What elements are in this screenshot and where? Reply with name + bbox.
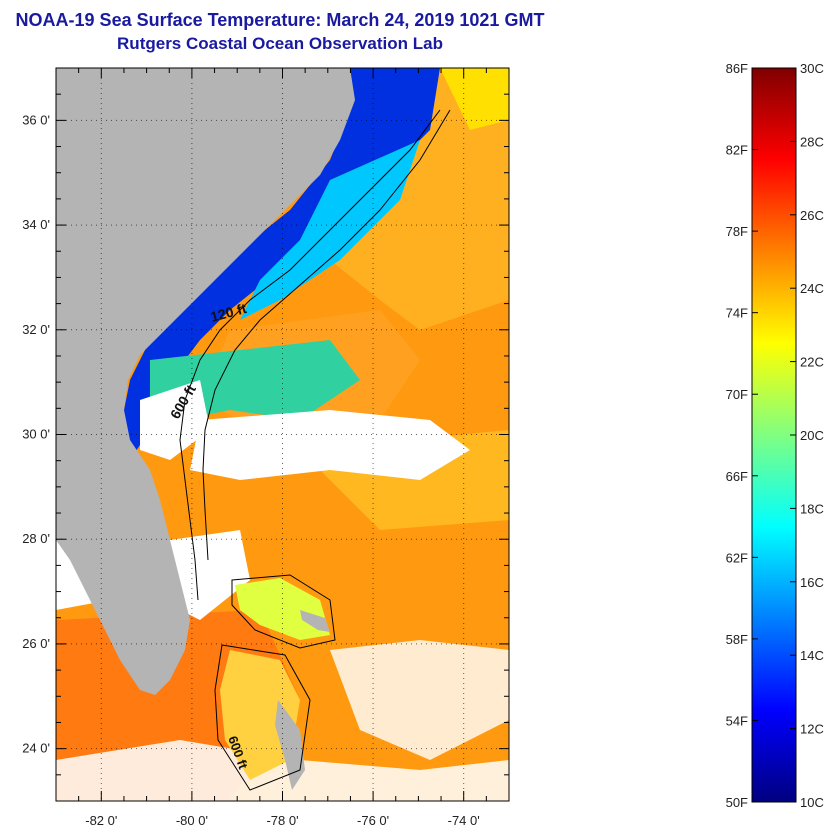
sst-map: 120 ft 600 ft 600 ft 36 0'34 0'32 0'30 0… xyxy=(22,67,510,828)
fahrenheit-tick-label: 78F xyxy=(726,224,748,239)
fahrenheit-tick-label: 70F xyxy=(726,387,748,402)
map-title: NOAA-19 Sea Surface Temperature: March 2… xyxy=(15,10,545,30)
land-gulf-coast xyxy=(56,490,60,520)
fahrenheit-tick-label: 74F xyxy=(726,306,748,321)
celsius-tick-label: 18C xyxy=(800,501,824,516)
lon-tick-label: -80 0' xyxy=(176,813,208,828)
cloud-patch-5 xyxy=(330,640,509,760)
grand-bahama-island xyxy=(300,610,330,632)
lat-tick-label: 32 0' xyxy=(22,322,50,337)
fahrenheit-tick-label: 66F xyxy=(726,469,748,484)
map-canvas xyxy=(56,68,509,801)
fahrenheit-tick-label: 58F xyxy=(726,632,748,647)
celsius-tick-label: 20C xyxy=(800,428,824,443)
lat-tick-label: 24 0' xyxy=(22,741,50,756)
lon-tick-label: -78 0' xyxy=(266,813,298,828)
cloud-patch-2 xyxy=(190,410,470,480)
land-mainland xyxy=(56,68,355,695)
celsius-tick-label: 12C xyxy=(800,722,824,737)
lon-tick-label: -74 0' xyxy=(448,813,480,828)
colorbar-ticks: 30C 28C 26C 24C 22C 20C 18C 16C 14C 12C 10C 86F 82F 7… xyxy=(726,61,824,810)
contour-120ft xyxy=(179,109,441,601)
cloud-patch-1 xyxy=(140,380,210,460)
andros-island xyxy=(275,700,305,790)
celsius-tick-label: 10C xyxy=(800,795,824,810)
celsius-tick-label: 30C xyxy=(800,61,824,76)
contour-bank-south xyxy=(214,644,311,791)
celsius-tick-label: 14C xyxy=(800,648,824,663)
fahrenheit-tick-label: 82F xyxy=(726,143,748,158)
great-bahama-bank xyxy=(220,650,300,780)
celsius-tick-label: 16C xyxy=(800,575,824,590)
contour-600ft xyxy=(202,109,451,561)
lat-tick-label: 34 0' xyxy=(22,217,50,232)
celsius-tick-label: 24C xyxy=(800,281,824,296)
graticule xyxy=(56,68,509,801)
lon-tick-label: -76 0' xyxy=(357,813,389,828)
lat-tick-label: 26 0' xyxy=(22,636,50,651)
fahrenheit-tick-label: 62F xyxy=(726,550,748,565)
fahrenheit-tick-label: 50F xyxy=(726,795,748,810)
warm-core-north xyxy=(440,68,509,130)
celsius-tick-label: 22C xyxy=(800,355,824,370)
lat-tick-label: 28 0' xyxy=(22,531,50,546)
lat-tick-label: 36 0' xyxy=(22,112,50,127)
map-subtitle: Rutgers Coastal Ocean Observation Lab xyxy=(117,34,443,53)
colorbar-gradient xyxy=(751,67,797,803)
cloud-patch-6 xyxy=(56,740,509,801)
contour-bank-north xyxy=(231,574,336,649)
fahrenheit-tick-label: 86F xyxy=(726,61,748,76)
map-axes: 36 0' 34 0' 32 0' 30 0' 28 0' 26 0' 24 0' -82 0… xyxy=(22,68,509,828)
celsius-tick-label: 26C xyxy=(800,208,824,223)
lon-tick-label: -82 0' xyxy=(85,813,117,828)
fahrenheit-tick-label: 54F xyxy=(726,713,748,728)
lat-tick-label: 30 0' xyxy=(22,427,50,442)
celsius-tick-label: 28C xyxy=(800,134,824,149)
temperature-colorbar: 30C 28C 26C 24C 22C 20C 18C 16C 14C 12C 10C 86F 82F 7… xyxy=(726,61,824,810)
